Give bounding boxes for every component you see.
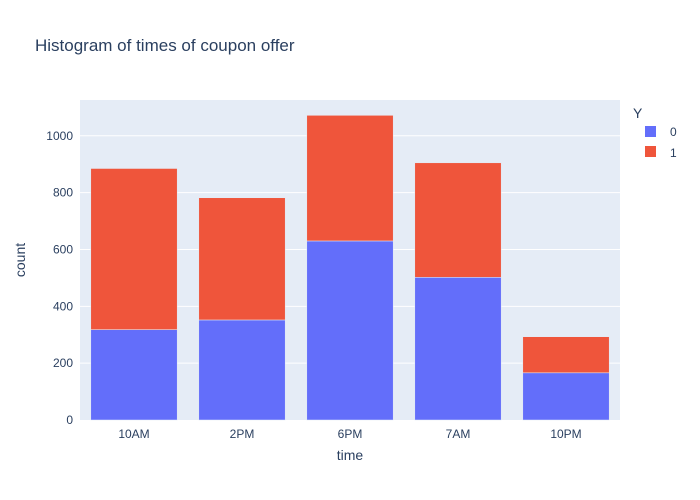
- bar-2PM-series-1[interactable]: [198, 197, 286, 321]
- legend-label-0: 0: [670, 125, 677, 139]
- x-axis-ticks: 10AM 2PM 6PM 7AM 10PM: [118, 427, 581, 441]
- bar-10PM-series-1[interactable]: [522, 336, 610, 374]
- x-axis-label: time: [337, 447, 364, 463]
- y-tick-label: 0: [66, 413, 73, 427]
- y-axis-ticks: 0 200 400 600 800 1000: [46, 129, 73, 427]
- bar-6PM-series-1[interactable]: [306, 115, 394, 242]
- legend-item-0[interactable]: 0: [645, 125, 677, 139]
- y-tick-label: 200: [53, 356, 73, 370]
- bar-10AM-series-1[interactable]: [90, 168, 178, 330]
- bars: [90, 115, 610, 421]
- legend-title: Y: [633, 105, 643, 121]
- y-tick-label: 800: [53, 186, 73, 200]
- bar-2PM-series-0[interactable]: [198, 319, 286, 421]
- x-tick-label: 2PM: [230, 427, 255, 441]
- legend-swatch-0: [645, 126, 656, 137]
- legend: Y 0 1: [633, 105, 677, 160]
- legend-label-1: 1: [670, 146, 677, 160]
- chart-title: Histogram of times of coupon offer: [35, 36, 295, 55]
- bar-7AM-series-1[interactable]: [414, 162, 502, 278]
- bar-10AM-series-0[interactable]: [90, 329, 178, 421]
- x-tick-label: 7AM: [446, 427, 471, 441]
- x-tick-label: 10AM: [118, 427, 149, 441]
- bar-7AM-series-0[interactable]: [414, 277, 502, 421]
- y-tick-label: 600: [53, 242, 73, 256]
- bar-6PM-series-0[interactable]: [306, 240, 394, 421]
- y-axis-label: count: [12, 243, 28, 277]
- y-tick-label: 1000: [46, 129, 73, 143]
- x-tick-label: 10PM: [550, 427, 581, 441]
- bar-10PM-series-0[interactable]: [522, 372, 610, 421]
- y-tick-label: 400: [53, 299, 73, 313]
- x-tick-label: 6PM: [338, 427, 363, 441]
- legend-item-1[interactable]: 1: [645, 146, 677, 160]
- legend-swatch-1: [645, 146, 656, 157]
